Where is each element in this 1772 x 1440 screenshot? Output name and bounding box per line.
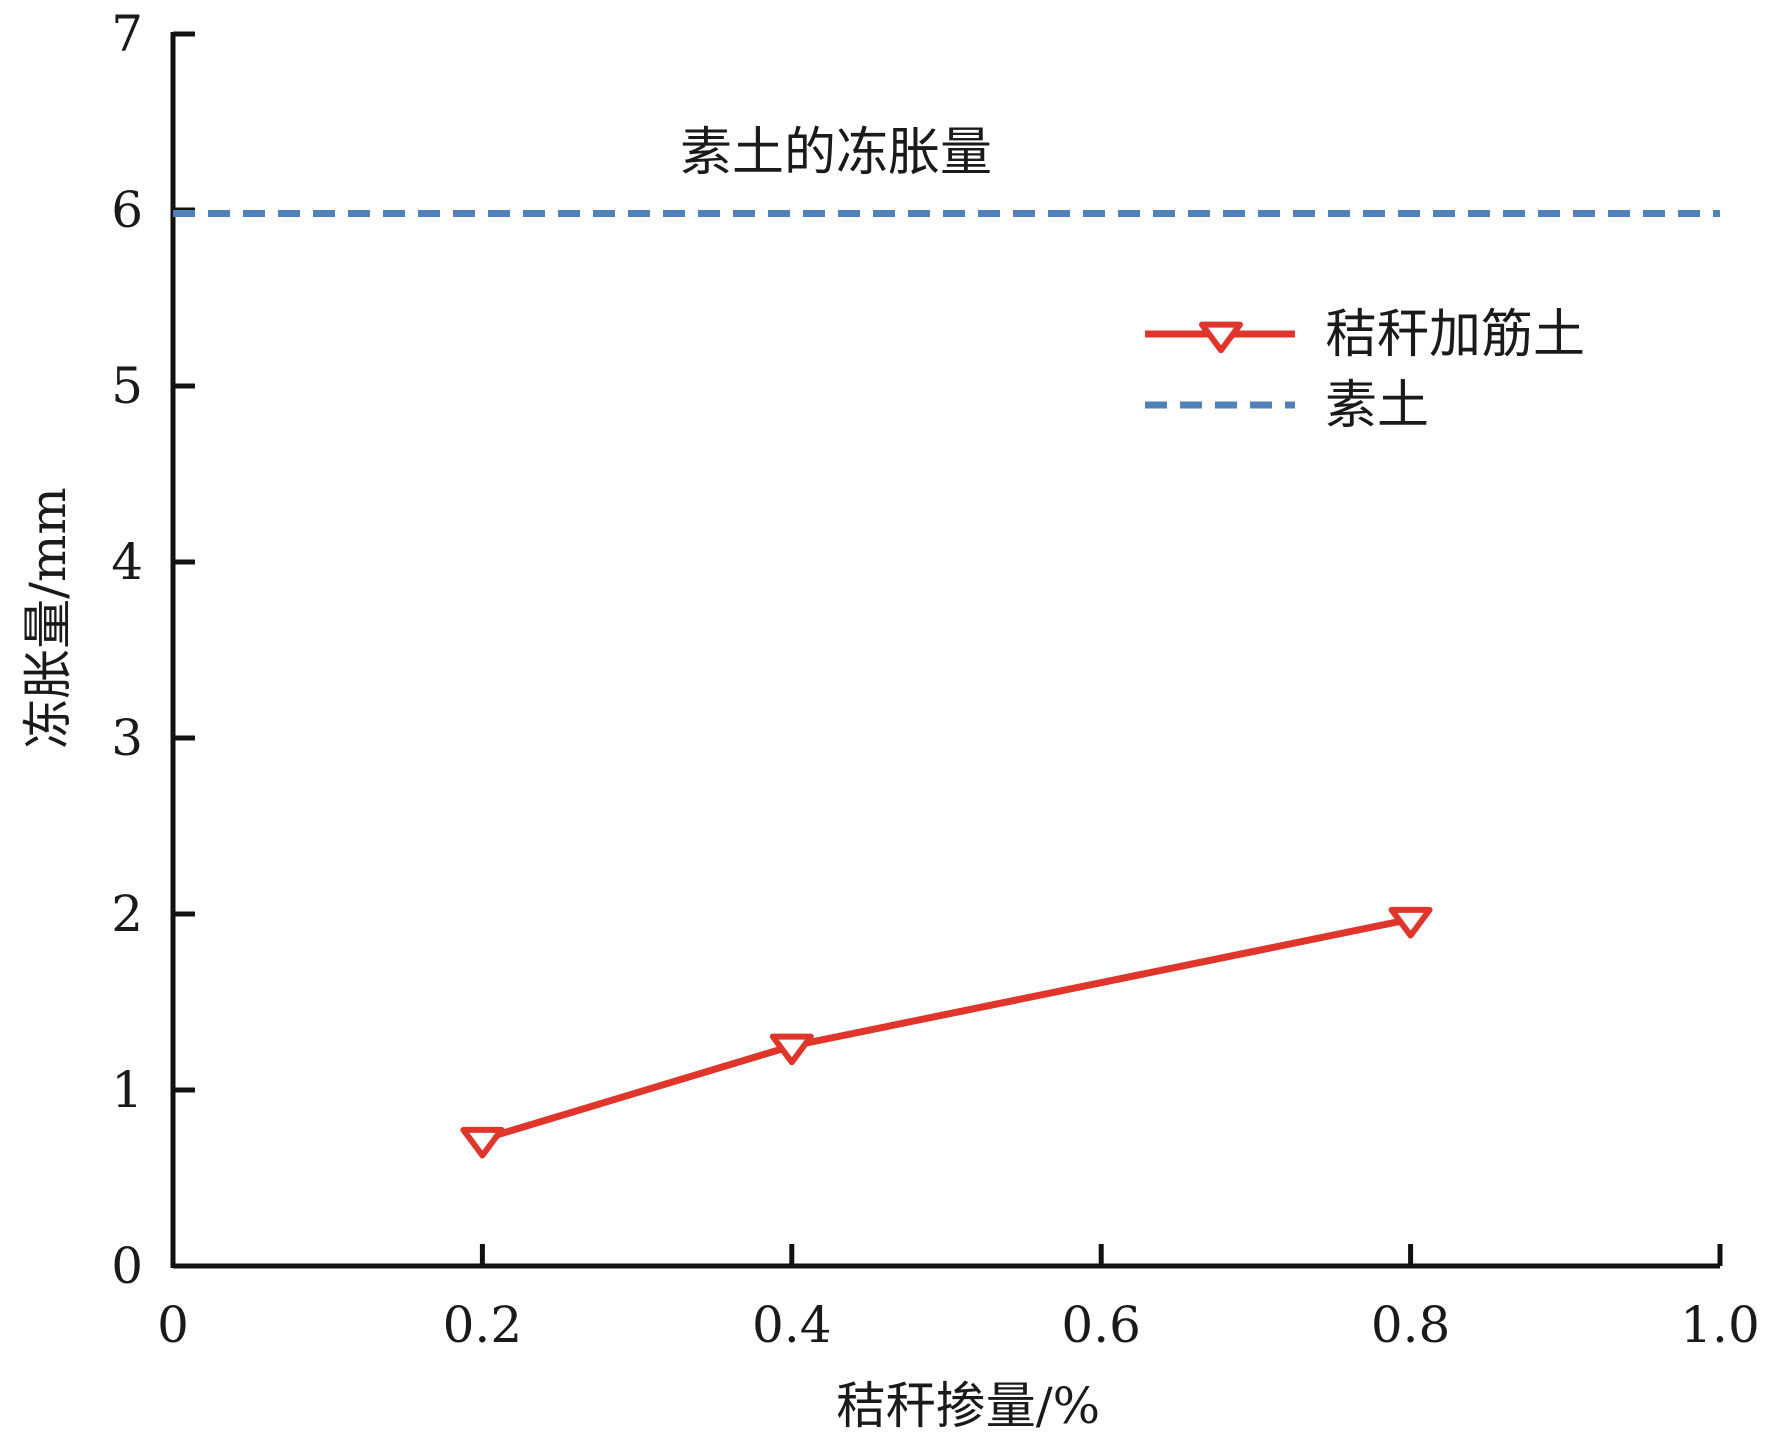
legend-entry-reference: 素土 [1145,376,1429,436]
y-axis-ticks: 0 1 2 3 4 5 6 7 [111,5,195,1295]
x-tick-label: 0.8 [1371,1296,1451,1354]
x-axis-ticks: 0 0.2 0.4 0.6 0.8 1.0 [157,1244,1760,1354]
x-tick-label: 0.4 [752,1296,832,1354]
y-tick-label: 7 [111,5,143,63]
y-tick-label: 3 [111,709,143,767]
y-tick-label: 0 [111,1237,143,1295]
legend: 秸秆加筋土 素土 [1145,305,1585,436]
data-point-marker [769,1033,814,1066]
data-point-marker [460,1126,505,1159]
annotation-text: 素土的冻胀量 [680,123,992,183]
y-tick-label: 6 [111,181,143,239]
x-tick-label: 0 [157,1296,189,1354]
y-tick-label: 2 [111,885,143,943]
axes [170,32,1720,1269]
y-tick-label: 4 [111,533,143,591]
data-point-marker [1388,906,1433,939]
x-tick-label: 0.6 [1061,1296,1141,1354]
series-line [481,915,1412,1143]
legend-entry-main: 秸秆加筋土 [1145,305,1585,365]
y-tick-label: 5 [111,357,143,415]
legend-marker-triangle-down [1199,321,1243,354]
legend-label-reference: 素土 [1325,376,1429,436]
main-series [460,906,1433,1159]
x-axis-title: 秸秆掺量/% [836,1377,1100,1435]
legend-label-main: 秸秆加筋土 [1325,305,1585,365]
x-tick-label: 0.2 [443,1296,523,1354]
y-tick-label: 1 [111,1061,143,1119]
x-tick-label: 1.0 [1680,1296,1760,1354]
y-axis-title: 冻胀量/mm [19,487,77,749]
